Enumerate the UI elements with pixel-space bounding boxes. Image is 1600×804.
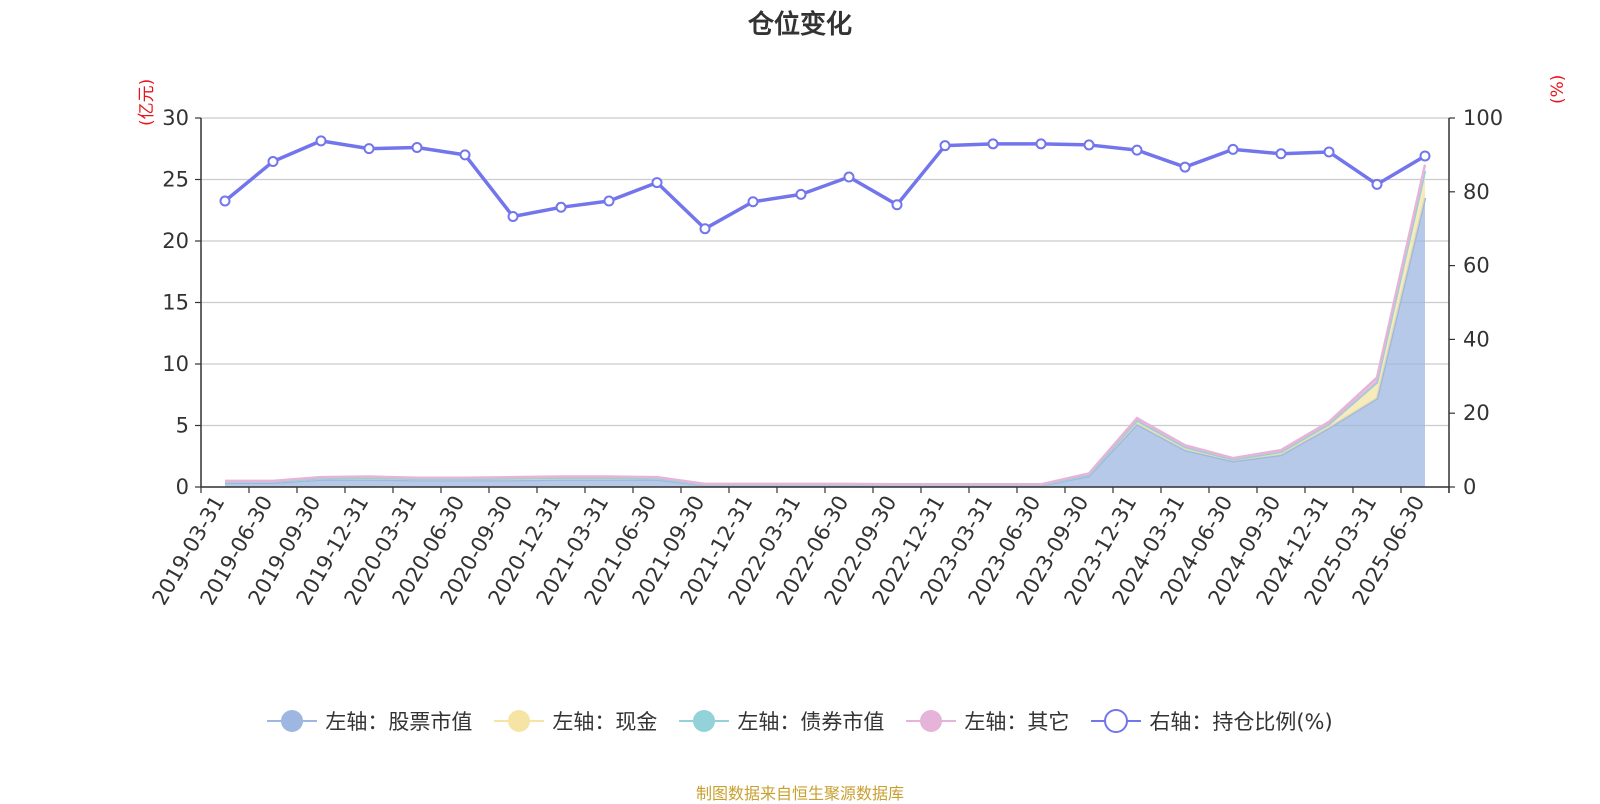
ratio-point <box>1179 161 1191 173</box>
right-tick-label: 20 <box>1463 401 1490 425</box>
area-edge-左轴：其它 <box>225 164 1427 486</box>
left-tick-label: 20 <box>162 229 189 253</box>
ratio-point <box>1131 144 1143 156</box>
left-tick-label: 25 <box>162 168 189 192</box>
ratio-point <box>651 177 663 189</box>
left-tick-label: 15 <box>162 291 189 315</box>
ratio-line-path <box>223 139 1426 231</box>
legend-item[interactable]: 左轴：现金 <box>494 706 657 736</box>
legend-label: 左轴：现金 <box>552 710 658 734</box>
legend-marker-icon <box>1091 709 1142 733</box>
legend-marker-circle <box>1104 709 1129 733</box>
ratio-point <box>219 195 231 207</box>
legend-item[interactable]: 右轴：持仓比例(%) <box>1091 706 1333 736</box>
ratio-point <box>987 138 999 150</box>
right-tick-label: 80 <box>1463 180 1490 204</box>
area-edge-左轴：现金 <box>225 170 1427 487</box>
area-edge-左轴：债券市值 <box>225 170 1427 487</box>
ratio-point <box>315 135 327 147</box>
ratio-point <box>795 188 807 200</box>
ratio-point <box>363 143 375 155</box>
ratio-point <box>699 223 711 235</box>
area-左轴：股票市值 <box>225 197 1425 487</box>
ratio-point <box>939 140 951 152</box>
area-左轴：其它 <box>225 164 1425 485</box>
axes: 0510152025300204060801002019-03-312019-0… <box>148 106 1504 609</box>
ratio-point <box>1227 143 1239 155</box>
legend-marker-circle <box>920 710 943 732</box>
left-tick-label: 0 <box>176 475 189 499</box>
legend-marker-icon <box>906 710 957 732</box>
data-source-note: 制图数据来自恒生聚源数据库 <box>695 784 904 803</box>
legend-marker-icon <box>267 710 318 732</box>
area-左轴：现金 <box>225 170 1425 486</box>
ratio-point <box>747 196 759 208</box>
left-axis-unit: (亿元) <box>137 78 157 126</box>
ratio-point <box>411 142 423 154</box>
left-tick-label: 10 <box>162 352 189 376</box>
area-左轴：债券市值 <box>225 170 1425 485</box>
ratio-point <box>1083 139 1095 151</box>
ratio-point <box>459 149 471 161</box>
ratio-point <box>1371 178 1383 190</box>
right-tick-label: 100 <box>1463 106 1503 130</box>
ratio-point <box>1035 138 1047 150</box>
legend-label: 右轴：持仓比例(%) <box>1149 710 1333 734</box>
ratio-point <box>1419 150 1431 162</box>
legend-marker-circle <box>508 710 531 732</box>
stacked-areas <box>225 164 1427 487</box>
ratio-point <box>555 201 567 213</box>
legend-item[interactable]: 左轴：其它 <box>906 706 1069 736</box>
ratio-line <box>219 135 1431 235</box>
legend-marker-circle <box>693 710 716 732</box>
legend-label: 左轴：股票市值 <box>325 710 473 734</box>
right-axis-unit: (%) <box>1548 74 1568 104</box>
legend-item[interactable]: 左轴：股票市值 <box>267 706 472 736</box>
legend-marker-icon <box>494 710 545 732</box>
grid-lines <box>201 117 1449 488</box>
legend: 左轴：股票市值 左轴：现金 左轴：债券市值 左轴：其它 右轴：持仓比例(%) <box>0 706 1600 736</box>
ratio-point <box>1275 148 1287 160</box>
ratio-point <box>507 211 519 223</box>
legend-marker-icon <box>679 710 730 732</box>
left-tick-label: 5 <box>176 414 189 438</box>
legend-label: 左轴：其它 <box>964 710 1070 734</box>
right-tick-label: 40 <box>1463 327 1490 351</box>
ratio-point <box>891 199 903 211</box>
ratio-point <box>603 195 615 207</box>
right-tick-label: 0 <box>1463 475 1476 499</box>
right-tick-label: 60 <box>1463 254 1490 278</box>
ratio-point <box>843 171 855 183</box>
legend-label: 左轴：债券市值 <box>737 710 885 734</box>
left-tick-label: 30 <box>162 106 189 130</box>
ratio-point <box>267 156 279 168</box>
chart-title: 仓位变化 <box>747 10 852 40</box>
legend-item[interactable]: 左轴：债券市值 <box>679 706 884 736</box>
legend-marker-circle <box>281 710 304 732</box>
ratio-point <box>1323 146 1335 158</box>
